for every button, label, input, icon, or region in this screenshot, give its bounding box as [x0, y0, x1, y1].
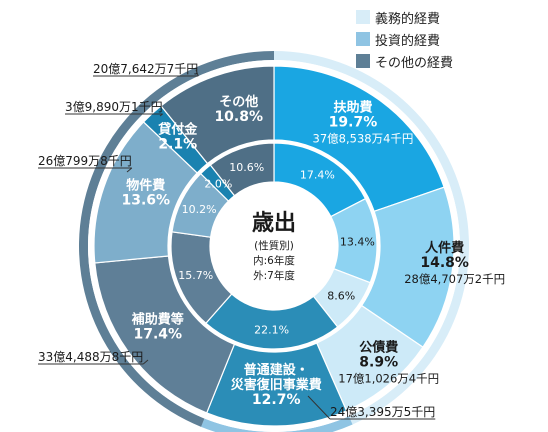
inner-label-hojo: 15.7% [178, 269, 213, 282]
inner-label-buken: 10.2% [182, 203, 217, 216]
outer-title-fujo: 扶助費 [333, 100, 372, 116]
outer-title-kosai: 公債費 [359, 340, 398, 356]
callout-amount-kashitsuke: 3億9,890万1千円 [65, 100, 163, 114]
center-title: 歳出 [252, 211, 296, 236]
outer-title-hojo: 補助費等 [131, 312, 184, 328]
callout-amount-buken: 26億799万8千円 [38, 154, 132, 168]
outer-title-futsu-1: 災害復旧事業費 [231, 377, 322, 393]
legend-item-mandatory: 義務的経費 [356, 6, 453, 28]
legend: 義務的経費 投資的経費 その他の経費 [356, 6, 453, 72]
outer-percent-kashitsuke: 2.1% [158, 137, 197, 153]
outer-title-jinken: 人件費 [425, 240, 464, 256]
legend-swatch-mandatory [356, 10, 370, 24]
legend-label-other: その他の経費 [375, 55, 454, 71]
callout-amount-futsu: 24億3,395万5千円 [330, 405, 435, 419]
callout-leader-sonota [195, 69, 199, 77]
outer-percent-hojo: 17.4% [133, 327, 182, 343]
outer-percent-fujo: 19.7% [329, 115, 378, 131]
callout-leader-futsu [307, 395, 331, 420]
legend-item-investment: 投資的経費 [356, 28, 453, 50]
outer-amount-fujo: 37億8,538万4千円 [313, 132, 414, 146]
center-sub2: 内:6年度 [253, 254, 295, 267]
center-sub3: 外:7年度 [253, 269, 295, 282]
callout-leader-buken [126, 167, 133, 173]
callout-amount-hojo: 33億4,488万8千円 [38, 350, 143, 364]
outer-title-sonota: その他 [219, 94, 258, 110]
outer-percent-kosai: 8.9% [359, 355, 398, 371]
outer-amount-jinken: 28億4,707万2千円 [404, 272, 505, 286]
center-sub1: (性質別) [254, 239, 294, 252]
outer-title-kashitsuke: 貸付金 [158, 122, 198, 138]
inner-label-sonota: 10.6% [229, 161, 264, 174]
outer-title-futsu: 普通建設・ [244, 362, 309, 378]
legend-swatch-other [356, 54, 370, 68]
callout-leader-hojo [142, 359, 149, 365]
outer-amount-kosai: 17億1,026万4千円 [338, 372, 439, 386]
outer-percent-buken: 13.6% [122, 193, 171, 209]
legend-swatch-investment [356, 32, 370, 46]
outer-percent-futsu: 12.7% [252, 392, 301, 408]
center-hole [210, 182, 338, 310]
inner-label-jinken: 13.4% [340, 235, 375, 248]
category-band-投資的経費 [201, 416, 353, 432]
outer-title-buken: 物件費 [126, 178, 165, 194]
inner-label-fujo: 17.4% [300, 169, 335, 182]
legend-item-other: その他の経費 [356, 50, 453, 72]
legend-label-investment: 投資的経費 [375, 33, 441, 49]
callout-amount-sonota: 20億7,642万7千円 [93, 62, 198, 76]
outer-percent-sonota: 10.8% [214, 109, 263, 125]
callout-leader-kashitsuke [159, 113, 163, 117]
legend-label-mandatory: 義務的経費 [375, 11, 441, 27]
outer-percent-jinken: 14.8% [420, 255, 469, 271]
inner-label-kashitsuke: 2.0% [204, 178, 232, 191]
inner-label-futsu: 22.1% [254, 323, 289, 336]
inner-label-kosai: 8.6% [327, 290, 355, 303]
